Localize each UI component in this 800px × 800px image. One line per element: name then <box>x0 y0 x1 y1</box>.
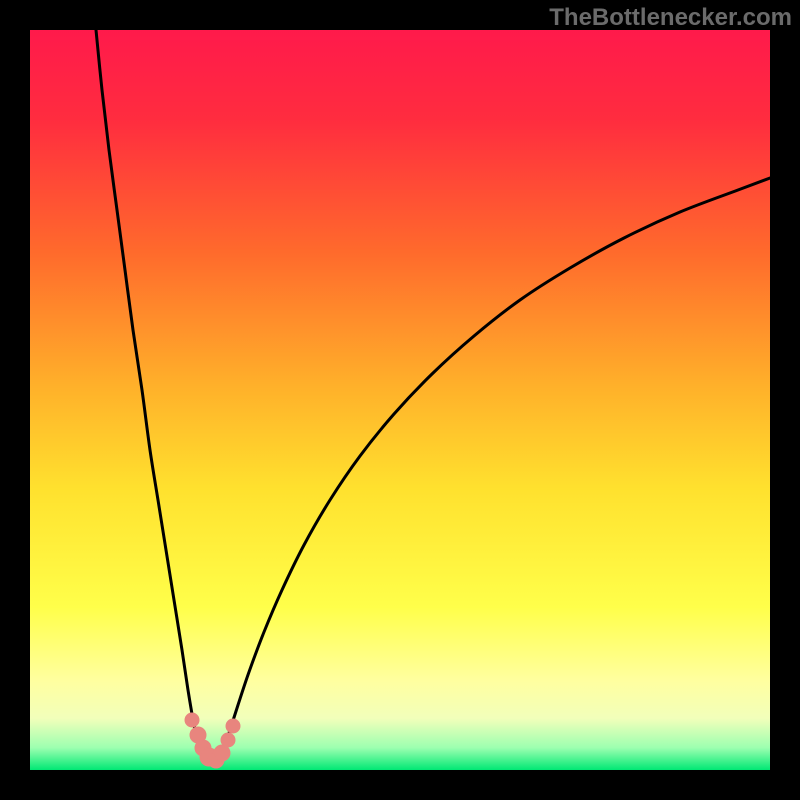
gradient-background <box>30 30 770 770</box>
watermark-text: TheBottlenecker.com <box>549 4 792 32</box>
optimal-marker-dot <box>221 733 235 747</box>
chart-frame <box>30 30 770 770</box>
optimal-marker-dot <box>185 713 199 727</box>
optimal-marker-dot <box>226 719 240 733</box>
bottleneck-chart <box>30 30 770 770</box>
